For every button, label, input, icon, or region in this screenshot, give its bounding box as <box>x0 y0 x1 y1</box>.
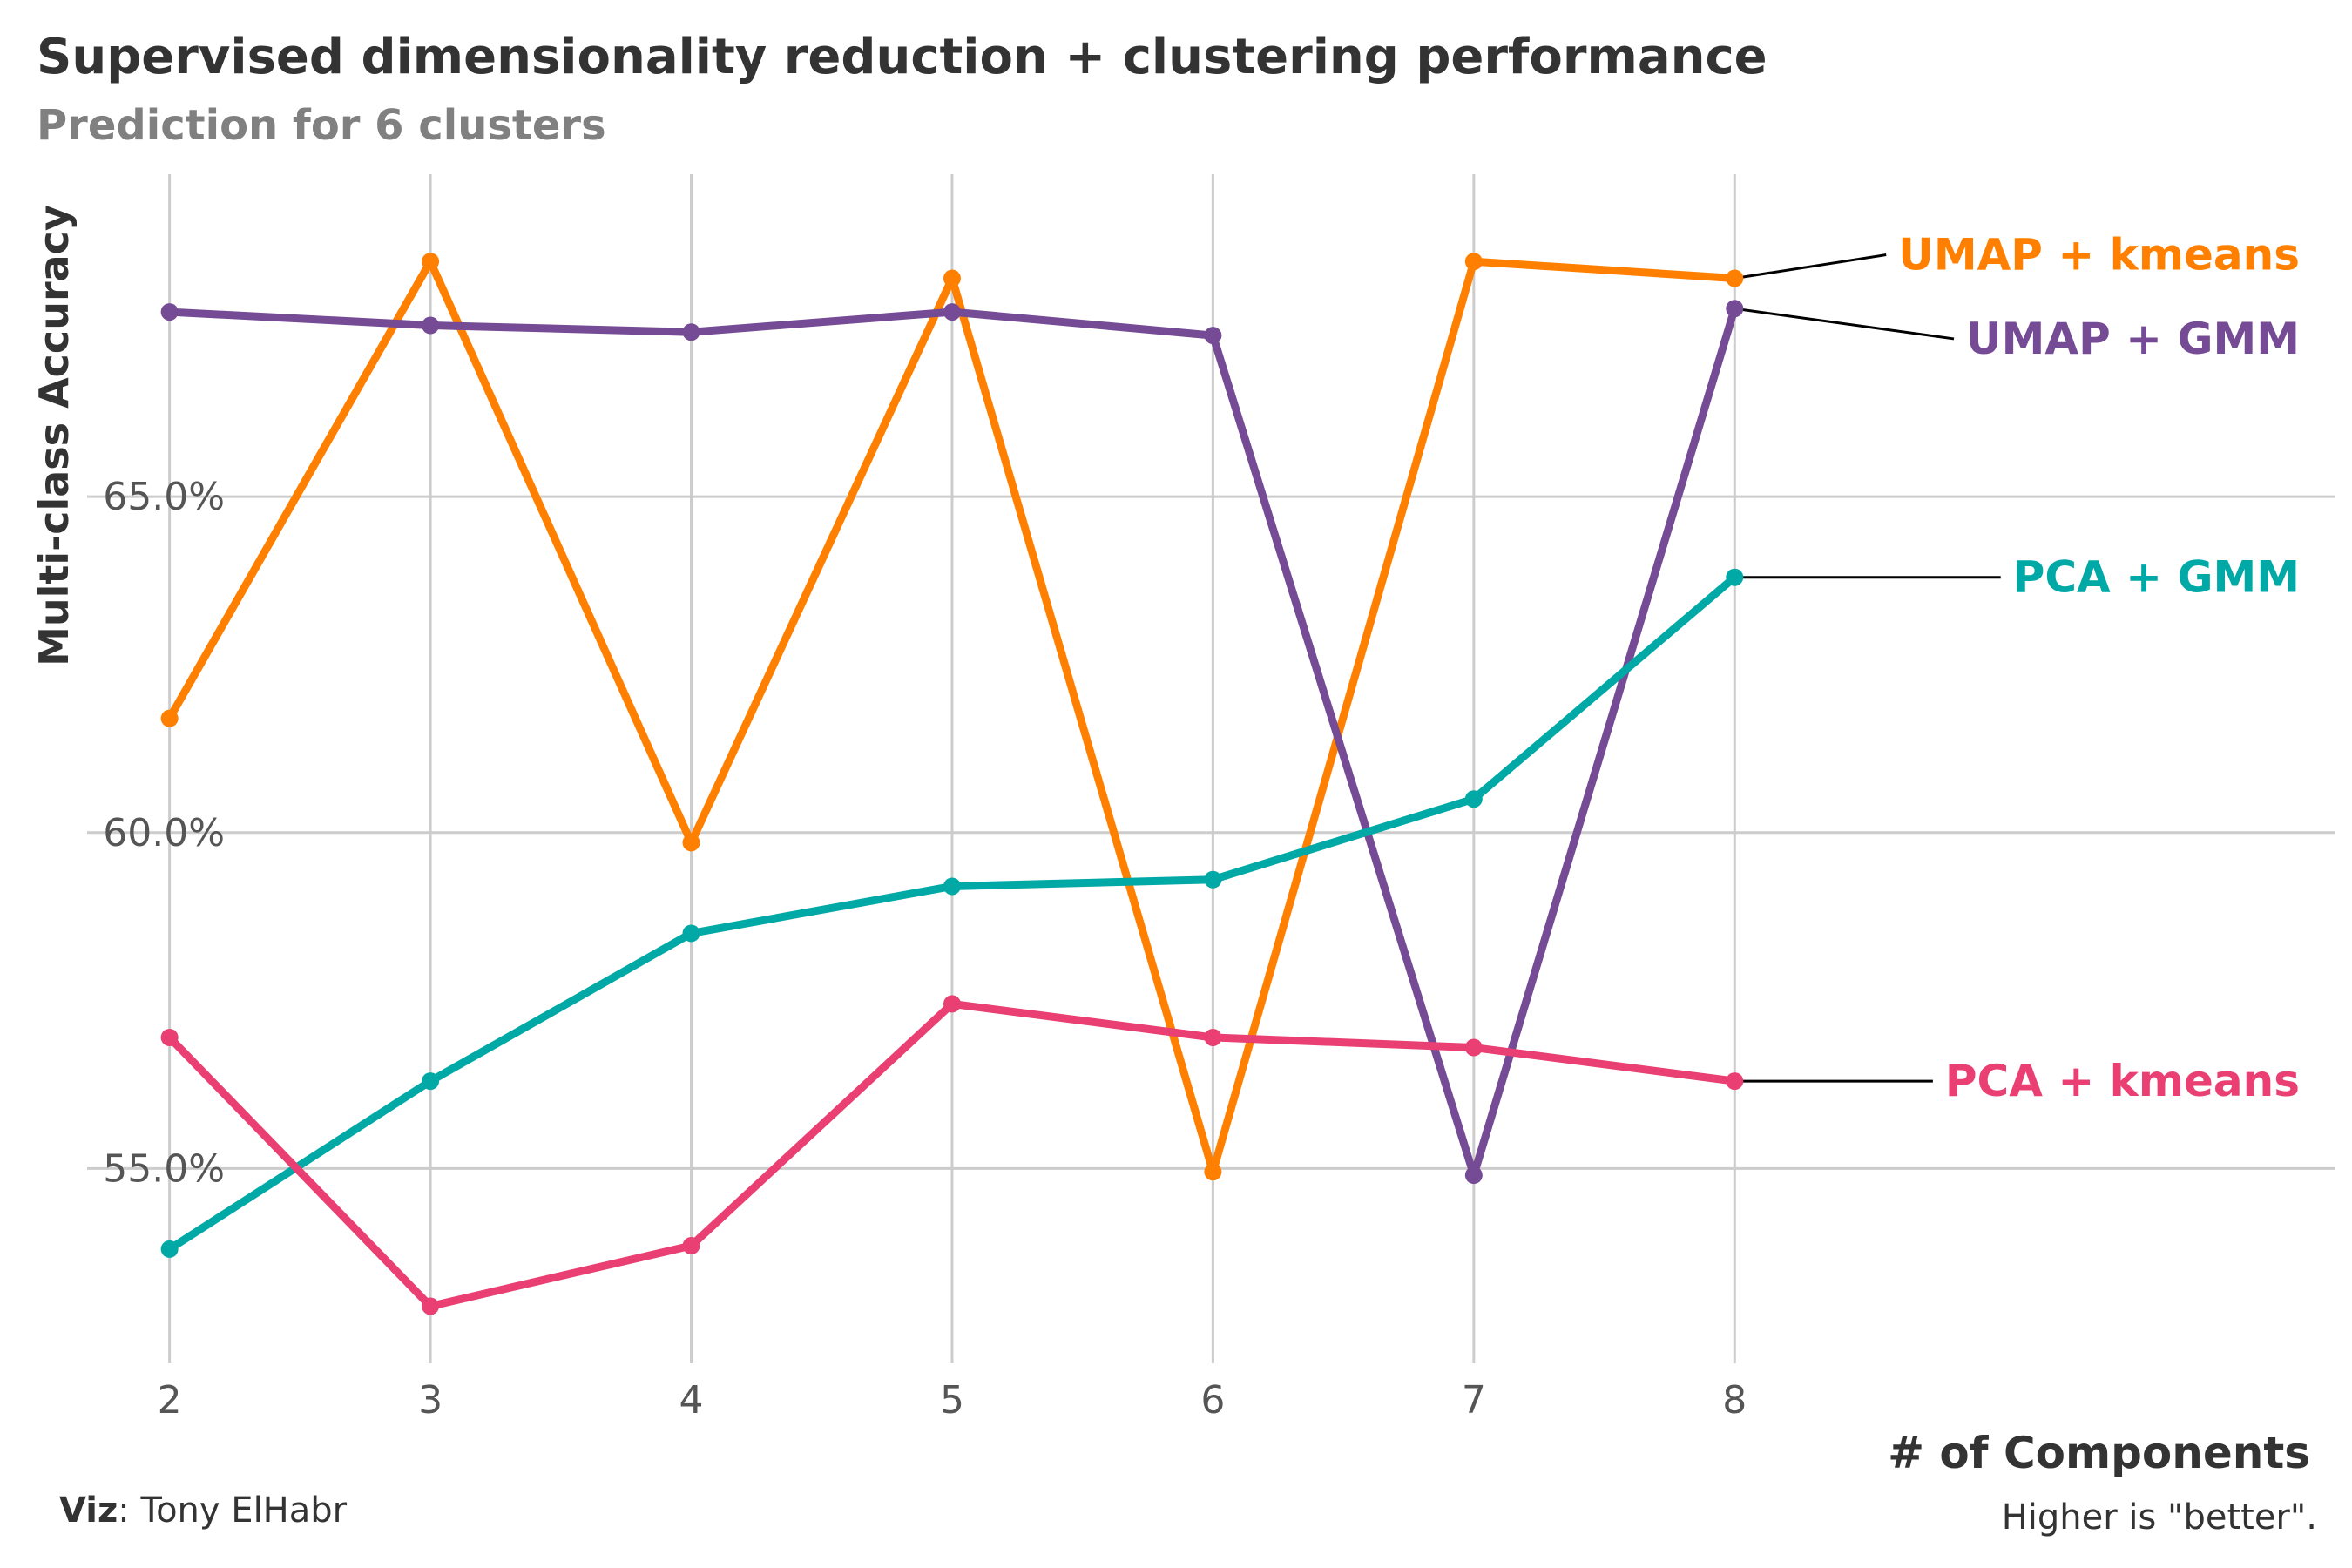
series-labels: UMAP + kmeans UMAP + GMM PCA + GMM PCA + km… <box>1898 230 2300 1107</box>
caption-credit: Viz: Tony ElHabr <box>59 1490 348 1531</box>
label-leaders <box>1734 253 2001 1083</box>
data-point-umap-gmm <box>1464 1166 1483 1185</box>
chart-subtitle: Prediction for 6 clusters <box>37 101 606 150</box>
data-point-pca-kmeans <box>1726 1072 1744 1091</box>
data-point-pca-gmm <box>422 1072 440 1091</box>
x-tick-label: 3 <box>418 1378 443 1423</box>
x-tick-label: 7 <box>1462 1378 1486 1423</box>
data-point-umap-kmeans <box>1464 253 1483 271</box>
data-point-pca-kmeans <box>160 1028 179 1046</box>
data-point-umap-gmm <box>1204 327 1222 345</box>
data-point-pca-gmm <box>682 924 700 943</box>
series-pca-kmeans <box>160 995 1744 1315</box>
series-umap-kmeans <box>160 253 1744 1181</box>
data-point-umap-gmm <box>682 323 700 341</box>
caption-note: Higher is "better". <box>2002 1497 2317 1538</box>
series-umap-gmm <box>160 300 1744 1185</box>
data-point-pca-kmeans <box>422 1297 440 1315</box>
data-point-pca-gmm <box>1464 790 1483 808</box>
series-label-pca-kmeans: PCA + kmeans <box>1945 1056 2300 1106</box>
data-point-pca-kmeans <box>943 995 961 1013</box>
leader-line-umap-gmm <box>1734 307 1955 341</box>
tick-labels: 55.0% 60.0% 65.0% 2 3 4 5 6 7 8 <box>103 475 1747 1423</box>
x-tick-label: 2 <box>158 1378 182 1423</box>
y-axis-title: Multi-class Accuracy <box>30 205 78 666</box>
data-point-pca-kmeans <box>1464 1038 1483 1057</box>
x-axis-title: # of Components <box>1888 1428 2310 1478</box>
data-point-umap-kmeans <box>1726 269 1744 287</box>
data-point-umap-kmeans <box>160 709 179 727</box>
data-point-pca-gmm <box>943 877 961 896</box>
y-tick-label: 55.0% <box>103 1146 225 1191</box>
data-point-umap-kmeans <box>1204 1163 1222 1181</box>
chart-title: Supervised dimensionality reduction + cl… <box>37 29 1767 85</box>
data-point-pca-gmm <box>160 1240 179 1258</box>
data-point-umap-gmm <box>943 303 961 321</box>
series-label-umap-kmeans: UMAP + kmeans <box>1898 230 2300 280</box>
y-tick-label: 60.0% <box>103 811 225 855</box>
x-tick-label: 6 <box>1200 1378 1225 1423</box>
data-point-umap-gmm <box>160 303 179 321</box>
series-layer <box>160 253 1744 1315</box>
x-tick-label: 5 <box>940 1378 964 1423</box>
data-point-pca-kmeans <box>1204 1028 1222 1046</box>
data-point-pca-gmm <box>1204 870 1222 889</box>
data-point-umap-gmm <box>1726 300 1744 318</box>
data-point-umap-kmeans <box>943 269 961 287</box>
x-tick-label: 4 <box>679 1378 704 1423</box>
data-point-umap-kmeans <box>422 253 440 271</box>
caption-credit-bold: Viz <box>59 1490 118 1531</box>
data-point-pca-gmm <box>1726 568 1744 586</box>
series-label-umap-gmm: UMAP + GMM <box>1966 314 2300 364</box>
series-label-pca-gmm: PCA + GMM <box>2013 552 2300 603</box>
caption-credit-name: : Tony ElHabr <box>118 1490 347 1531</box>
x-tick-label: 8 <box>1722 1378 1747 1423</box>
grid <box>87 174 2335 1363</box>
data-point-umap-gmm <box>422 316 440 335</box>
series-pca-gmm <box>160 568 1744 1258</box>
y-tick-label: 65.0% <box>103 475 225 519</box>
data-point-pca-kmeans <box>682 1237 700 1255</box>
leader-line-umap-kmeans <box>1734 253 1887 280</box>
data-point-umap-kmeans <box>682 834 700 852</box>
